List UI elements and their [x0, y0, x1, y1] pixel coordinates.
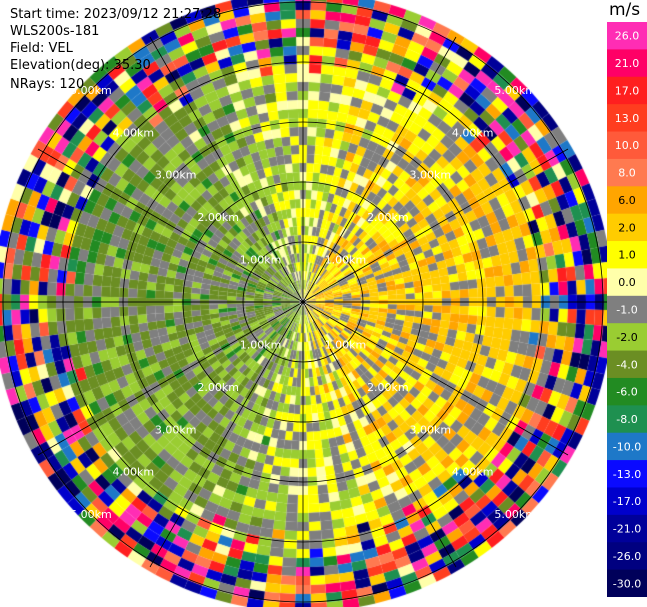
colorbar-tick-label: 8.0 [618, 167, 636, 180]
colorbar-segment [607, 542, 647, 571]
colorbar-tick-label: 10.0 [615, 139, 640, 152]
instrument-label: WLS200s-181 [10, 24, 100, 39]
ppi-overlay: 1.00km 1.00km 1.00km 1.00km 2.00km 2.00km 2.00… [0, 0, 607, 607]
colorbar-segment [607, 76, 647, 105]
field-label: Field: VEL [10, 41, 73, 56]
colorbar-segment [607, 514, 647, 543]
azimuth-spoke [37, 148, 304, 303]
range-ring-label: 4.00km [113, 466, 155, 479]
colorbar-tick-label: 0.0 [618, 276, 636, 289]
azimuth-spoke [302, 36, 457, 303]
start-time-label: Start time: 2023/09/12 21:27:28 [10, 7, 222, 22]
colorbar-segment [607, 186, 647, 215]
colorbar-tick-label: -4.0 [616, 358, 637, 371]
colorbar-tick-label: -8.0 [616, 413, 637, 426]
colorbar-unit: m/s [609, 0, 641, 20]
colorbar-segment [607, 405, 647, 434]
range-ring-label: 4.00km [452, 126, 494, 139]
azimuth-spoke [302, 301, 569, 456]
colorbar-tick-label: -2.0 [616, 331, 637, 344]
colorbar-tick-label: -13.0 [613, 468, 641, 481]
elevation-label: Elevation(deg): 35.30 [10, 58, 151, 73]
plot-info-block: Start time: 2023/09/12 21:27:28 WLS200s-… [10, 6, 221, 93]
colorbar-segment [607, 22, 647, 50]
range-ring-label: 1.00km [325, 338, 367, 351]
azimuth-spoke [149, 301, 304, 568]
range-ring-label: 3.00km [155, 169, 197, 182]
range-ring-label: 1.00km [325, 254, 367, 267]
colorbar-tick-label: -10.0 [613, 440, 641, 453]
colorbar-segment [607, 569, 647, 597]
colorbar-tick-label: 13.0 [615, 112, 640, 125]
range-ring-label: 5.00km [494, 508, 536, 521]
colorbar-segment [607, 460, 647, 488]
colorbar-segment [607, 350, 647, 379]
azimuth-spoke [302, 148, 569, 303]
azimuth-spoke [37, 301, 304, 456]
colorbar-segment [607, 323, 647, 352]
colorbar-tick-label: 21.0 [615, 57, 640, 70]
colorbar-segment [607, 49, 647, 78]
colorbar-tick-label: -17.0 [613, 495, 641, 508]
colorbar-tick-label: 6.0 [618, 194, 636, 207]
colorbar-segment [607, 268, 647, 297]
range-ring-label: 2.00km [197, 381, 239, 394]
colorbar-segment [607, 131, 647, 160]
range-ring-label: 5.00km [70, 508, 112, 521]
range-ring-label: 1.00km [240, 338, 282, 351]
azimuth-spoke [302, 301, 457, 568]
range-ring-label: 2.00km [197, 211, 239, 224]
colorbar-tick-label: -1.0 [616, 304, 637, 317]
colorbar-tick-label: -30.0 [613, 577, 641, 590]
range-ring-label: 5.00km [494, 84, 536, 97]
nrays-label: NRays: 120 [10, 77, 85, 92]
colorbar-segment [607, 158, 647, 187]
range-ring-label: 3.00km [155, 423, 197, 436]
colorbar-tick-label: -21.0 [613, 523, 641, 536]
colorbar-segment [607, 104, 647, 133]
range-ring-label: 3.00km [409, 423, 451, 436]
colorbar-tick-label: -26.0 [613, 550, 641, 563]
colorbar-tick-label: 2.0 [618, 221, 636, 234]
colorbar-tick-label: 26.0 [615, 30, 640, 43]
azimuth-spoke [149, 36, 304, 303]
range-ring-label: 1.00km [240, 254, 282, 267]
colorbar-tick-label: 1.0 [618, 249, 636, 262]
colorbar: 26.0 21.0 17.0 13.0 10.0 8.0 6.0 2.0 1.0 0.0 -1.0 -… [607, 22, 647, 597]
colorbar-segment [607, 487, 647, 516]
colorbar-segment [607, 213, 647, 242]
range-ring-label: 2.00km [367, 211, 409, 224]
range-ring-label: 2.00km [367, 381, 409, 394]
range-ring-label: 5.00km [70, 84, 112, 97]
colorbar-tick-label: -6.0 [616, 386, 637, 399]
colorbar-segment [607, 432, 647, 461]
colorbar-tick-label: 17.0 [615, 84, 640, 97]
colorbar-segment [607, 377, 647, 406]
colorbar-segment [607, 295, 647, 324]
colorbar-segment [607, 241, 647, 269]
range-ring-label: 3.00km [409, 169, 451, 182]
range-ring-label: 4.00km [113, 126, 155, 139]
range-ring-label: 4.00km [452, 466, 494, 479]
